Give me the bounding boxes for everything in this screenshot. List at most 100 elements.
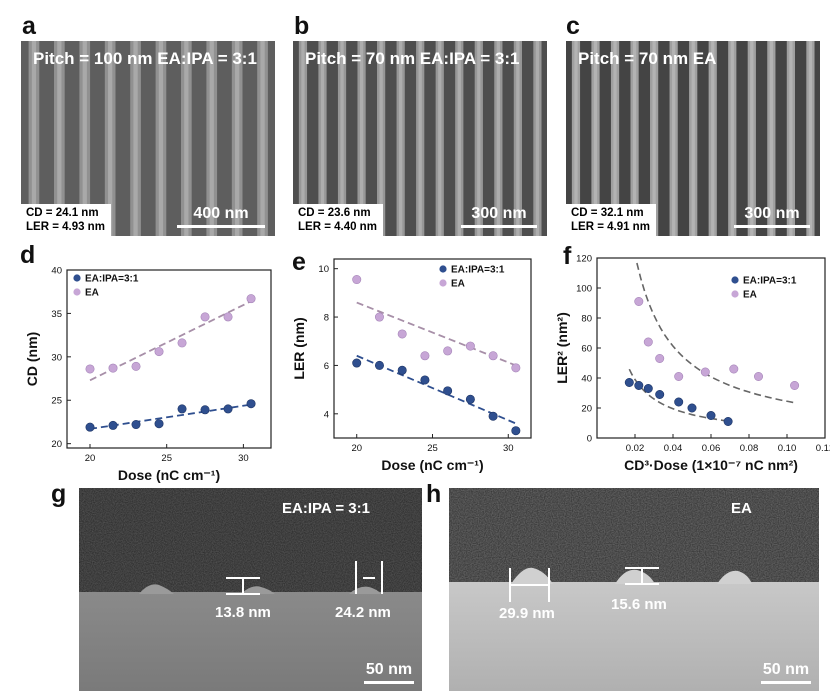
x-tick-label: 25 xyxy=(161,453,172,464)
scalebar-h: 50 nm xyxy=(761,661,811,684)
ler-value-c: LER = 4.91 nm xyxy=(571,220,650,233)
scalebar-label-a: 400 nm xyxy=(193,205,249,222)
resist-line xyxy=(377,41,386,236)
resist-line xyxy=(689,41,698,236)
resist-line xyxy=(130,41,141,236)
legend-marker xyxy=(731,276,739,284)
data-point xyxy=(643,337,653,347)
cd-value-a: CD = 24.1 nm xyxy=(26,207,99,219)
resist-line-h3 xyxy=(717,570,752,584)
resist-line xyxy=(28,41,40,236)
panel-label-b: b xyxy=(294,12,310,40)
resist-line-g2 xyxy=(241,586,275,594)
scalebar-line-c xyxy=(734,225,810,228)
data-point xyxy=(443,346,453,356)
width-marker-g xyxy=(355,561,383,594)
y-tick-label: 0 xyxy=(587,434,592,445)
data-point xyxy=(154,347,164,357)
legend-marker xyxy=(73,274,81,282)
data-point xyxy=(200,405,210,415)
fit-line xyxy=(356,301,517,367)
scalebar-line-h xyxy=(761,681,811,684)
y-tick-label: 100 xyxy=(576,284,592,295)
data-point xyxy=(624,377,634,387)
y-axis-label-f: LER² (nm²) xyxy=(554,312,570,384)
x-tick-label: 0.12 xyxy=(816,443,830,454)
y-tick-label: 120 xyxy=(576,254,592,265)
resist-line-h1 xyxy=(511,567,553,584)
data-point xyxy=(246,399,256,409)
resist-line xyxy=(610,41,620,236)
resist-line xyxy=(786,41,795,236)
sem-lines-c xyxy=(566,41,820,236)
data-point xyxy=(634,380,644,390)
sem-lines-a xyxy=(21,41,275,236)
measurement-box-a: CD = 24.1 nm LER = 4.93 nm xyxy=(21,204,111,236)
resist-line xyxy=(318,41,327,236)
data-point xyxy=(352,275,362,285)
resist-line xyxy=(728,41,737,236)
x-axis-label-e: Dose (nC cm⁻¹) xyxy=(381,457,483,473)
y-tick-label: 20 xyxy=(51,439,62,450)
resist-line xyxy=(206,41,218,236)
cross-section-svg-h xyxy=(449,488,819,691)
data-point xyxy=(397,365,407,375)
resist-line xyxy=(513,41,522,236)
y-tick-label: 30 xyxy=(51,352,62,363)
legend-marker xyxy=(439,265,447,273)
data-point xyxy=(511,426,521,436)
plot-frame-e xyxy=(333,258,532,439)
x-axis-label-f: CD³·Dose (1×10⁻⁷ nC nm²) xyxy=(624,457,798,473)
data-point xyxy=(177,404,187,414)
panel-label-d: d xyxy=(20,241,36,269)
data-point xyxy=(634,296,644,306)
scalebar-line-b xyxy=(461,225,537,228)
resist-line xyxy=(181,41,192,236)
x-tick-label: 0.02 xyxy=(626,443,645,454)
height-label-g: 13.8 nm xyxy=(215,604,271,621)
x-axis-label-d: Dose (nC cm⁻¹) xyxy=(118,467,220,483)
panel-label-h: h xyxy=(426,480,442,508)
cross-section-title-g: EA:IPA = 3:1 xyxy=(282,500,370,517)
resist-line xyxy=(337,41,347,236)
data-point xyxy=(223,404,233,414)
cross-section-title-h: EA xyxy=(731,500,752,517)
data-point xyxy=(85,364,95,374)
y-tick-label: 35 xyxy=(51,309,62,320)
measurement-box-b: CD = 23.6 nm LER = 4.40 nm xyxy=(293,204,383,236)
data-point xyxy=(488,411,498,421)
scalebar-label-h: 50 nm xyxy=(762,661,810,678)
height-marker-h xyxy=(625,567,659,585)
scalebar-a: 400 nm xyxy=(177,205,265,228)
legend-label: EA:IPA=3:1 xyxy=(743,276,797,287)
data-point xyxy=(200,312,210,322)
x-tick-label: 30 xyxy=(238,453,249,464)
data-point xyxy=(706,410,716,420)
data-point xyxy=(131,361,141,371)
y-axis-label-d: CD (nm) xyxy=(24,332,40,386)
x-tick-label: 0.10 xyxy=(778,443,797,454)
ler-value-b: LER = 4.40 nm xyxy=(298,220,377,233)
panel-label-e: e xyxy=(292,248,306,276)
y-tick-label: 20 xyxy=(581,404,592,415)
resist-line xyxy=(747,41,756,236)
x-tick-label: 25 xyxy=(427,443,438,454)
y-tick-label: 60 xyxy=(581,344,592,355)
data-point xyxy=(420,351,430,361)
resist-line-g1 xyxy=(139,584,174,594)
sem-title-b: Pitch = 70 nm EA:IPA = 3:1 xyxy=(305,49,520,68)
height-marker-g xyxy=(226,577,260,595)
data-point xyxy=(674,397,684,407)
resist-line xyxy=(806,41,815,236)
data-point xyxy=(374,312,384,322)
cd-value-c: CD = 32.1 nm xyxy=(571,207,644,219)
scalebar-b: 300 nm xyxy=(461,205,537,228)
fit-curve xyxy=(628,368,731,423)
width-label-h: 29.9 nm xyxy=(499,605,555,622)
resist-line xyxy=(474,41,483,236)
scalebar-line-g xyxy=(364,681,414,684)
data-point xyxy=(687,403,697,413)
resist-line xyxy=(416,41,425,236)
data-point xyxy=(131,420,141,430)
data-point xyxy=(223,312,233,322)
